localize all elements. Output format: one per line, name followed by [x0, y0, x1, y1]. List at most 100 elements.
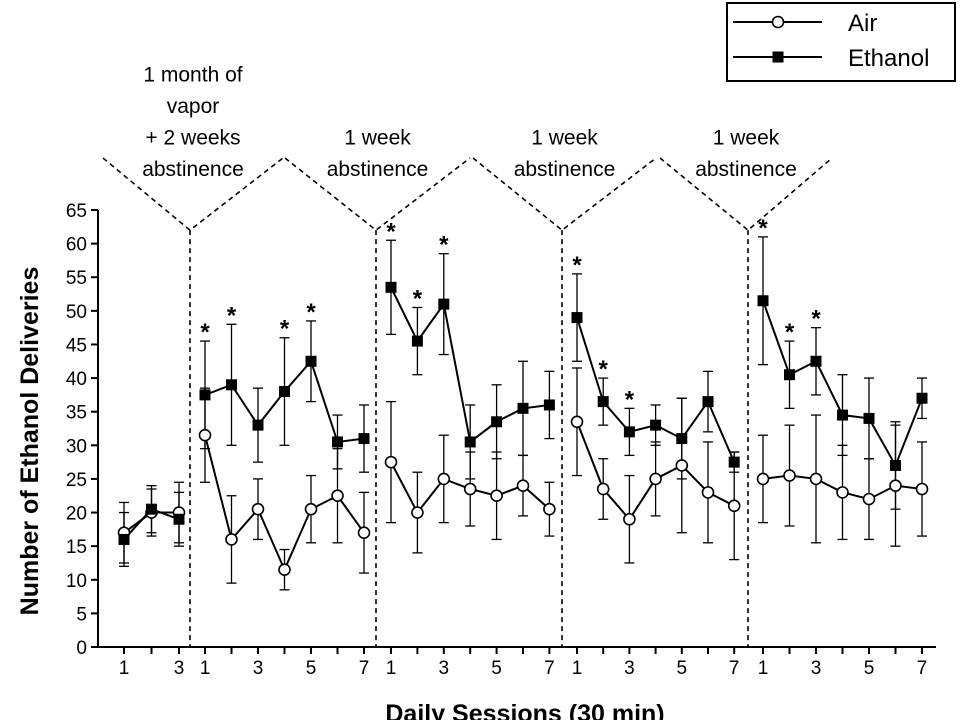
air-point	[278, 563, 291, 576]
air-point	[649, 472, 662, 486]
air-point	[675, 459, 689, 472]
y-tick-label: 60	[66, 235, 87, 256]
data-markers	[117, 281, 929, 576]
x-tick-label: 1	[758, 658, 769, 679]
y-tick-label: 55	[66, 268, 87, 289]
ethanol-point	[757, 295, 769, 307]
legend-label: Air	[848, 10, 877, 37]
ethanol-point	[146, 503, 157, 515]
phase-label: 1 week abstinence	[695, 127, 797, 182]
ethanol-point	[837, 409, 848, 421]
phase-label: 1 week abstinence	[327, 127, 429, 182]
y-axis-title: Number of Ethanol Deliveries	[16, 267, 44, 616]
legend: Air Ethanol	[726, 2, 956, 82]
air-point	[331, 489, 344, 503]
air-point	[437, 472, 451, 486]
x-tick-label: 1	[572, 658, 583, 679]
x-tick-label: 5	[491, 658, 502, 679]
ethanol-point	[916, 392, 928, 404]
air-point	[463, 482, 477, 496]
significance-star: *	[811, 306, 821, 333]
x-tick-label: 3	[439, 658, 450, 679]
x-tick-label: 1	[119, 658, 130, 679]
ethanol-point	[438, 298, 450, 310]
ethanol-point	[676, 433, 688, 445]
ethanol-point	[491, 416, 503, 428]
ethanol-point	[517, 402, 529, 414]
air-point	[783, 469, 796, 482]
ethanol-point	[226, 379, 237, 391]
air-point	[543, 502, 556, 516]
air-point	[357, 526, 371, 540]
significance-star: *	[439, 232, 449, 259]
ethanol-point	[890, 459, 901, 471]
x-tick-label: 3	[624, 658, 635, 679]
ethanol-point	[810, 355, 822, 367]
legend-label: Ethanol	[848, 45, 929, 72]
ethanol-point	[784, 369, 795, 381]
ethanol-point	[199, 389, 211, 401]
legend-marker-ethanol	[772, 51, 784, 63]
x-tick-label: 5	[677, 658, 688, 679]
x-tick-label: 7	[729, 658, 740, 679]
air-point	[225, 533, 238, 546]
air-point	[411, 506, 424, 519]
significance-star: *	[758, 215, 768, 242]
y-tick-label: 35	[66, 403, 87, 424]
phase-bracket	[284, 157, 471, 232]
air-point	[701, 486, 715, 499]
legend-box	[726, 2, 956, 82]
ethanol-point	[358, 433, 370, 445]
air-point	[251, 502, 265, 516]
significance-star: *	[599, 356, 609, 383]
air-point	[490, 489, 503, 503]
y-tick-label: 30	[66, 436, 87, 457]
y-tick-label: 65	[66, 201, 87, 222]
significance-star: *	[413, 285, 423, 312]
significance-star: *	[625, 386, 635, 413]
ethanol-point	[650, 419, 662, 431]
x-tick-label: 1	[386, 658, 397, 679]
ethanol-point	[543, 399, 555, 411]
air-point	[384, 455, 398, 469]
air-point	[623, 512, 636, 526]
air-point	[889, 479, 902, 492]
x-tick-label: 5	[864, 658, 875, 679]
significance-star: *	[785, 319, 795, 346]
y-tick-label: 40	[66, 369, 87, 390]
air-point	[756, 472, 770, 486]
x-tick-label: 7	[917, 658, 928, 679]
ethanol-point	[173, 513, 185, 525]
y-tick-label: 25	[66, 470, 87, 491]
ethanol-point	[332, 436, 343, 448]
x-tick-label: 3	[253, 658, 264, 679]
x-axis-title: Daily Sessions (30 min)	[385, 700, 664, 720]
ethanol-point	[702, 396, 714, 408]
air-point	[198, 428, 212, 442]
ethanol-point	[118, 533, 130, 545]
x-tick-label: 7	[544, 658, 555, 679]
y-tick-label: 5	[76, 604, 87, 625]
significance-star: *	[386, 218, 396, 245]
air-point	[809, 472, 823, 486]
air-point	[570, 415, 584, 429]
air-point	[836, 486, 849, 499]
air-point	[304, 502, 318, 516]
x-tick-label: 7	[359, 658, 370, 679]
ethanol-point	[728, 456, 740, 468]
air-point	[516, 479, 530, 492]
x-tick-label: 1	[200, 658, 211, 679]
significance-star: *	[200, 319, 210, 346]
phase-dividers: 1 month of vapor + 2 weeks abstinence 1 week…	[102, 64, 833, 647]
ethanol-point	[597, 396, 609, 408]
y-tick-label: 45	[66, 335, 87, 356]
ethanol-point	[863, 412, 875, 424]
ethanol-point	[623, 426, 635, 438]
phase-label: 1 week abstinence	[514, 127, 616, 182]
y-axis: 0 5 10 15 20 25 30 35 40 45 50 55 60 65	[66, 201, 99, 659]
y-tick-label: 10	[66, 571, 87, 592]
ethanol-point	[411, 335, 423, 347]
phase-label: 1 month of vapor + 2 weeks abstinence	[142, 64, 244, 182]
